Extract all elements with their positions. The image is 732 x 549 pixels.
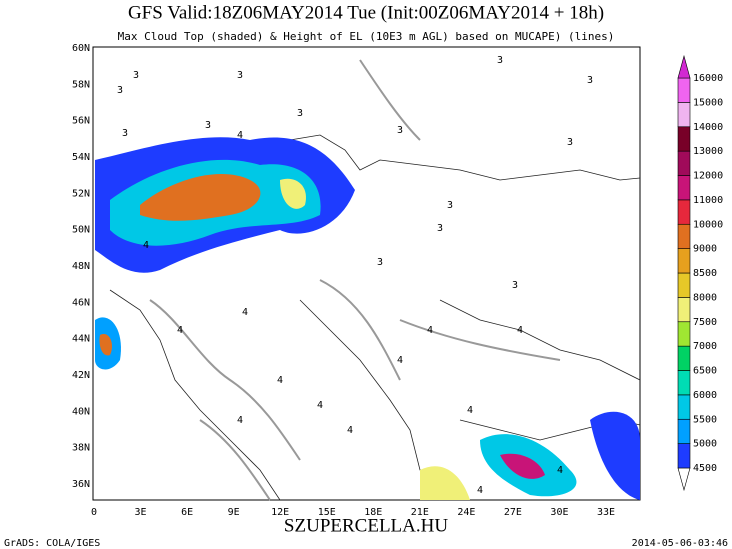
colorbar-box: [677, 102, 691, 128]
lat-label: 52N: [72, 188, 90, 199]
lat-label: 54N: [72, 152, 90, 163]
colorbar-label: 12000: [693, 171, 723, 182]
lon-label: 12E: [271, 507, 289, 518]
contour-label: 4: [237, 415, 243, 426]
contour-label: 4: [237, 130, 243, 141]
colorbar-box: [677, 248, 691, 274]
contour-label: 4: [242, 307, 248, 318]
lat-label: 44N: [72, 334, 90, 345]
colorbar-box: [677, 150, 691, 176]
lon-label: 24E: [457, 507, 475, 518]
contour-label: 4: [317, 400, 323, 411]
contour-label: 4: [477, 485, 483, 496]
contour-label: 3: [122, 128, 128, 139]
lat-label: 46N: [72, 297, 90, 308]
colorbar-label: 9000: [693, 244, 717, 255]
colorbar-label: 4500: [693, 463, 717, 474]
lat-label: 36N: [72, 479, 90, 490]
contour-label: 3: [297, 108, 303, 119]
lon-label: 27E: [504, 507, 522, 518]
contour-label: 4: [517, 325, 523, 336]
colorbar-label: 8000: [693, 292, 717, 303]
map-frame: [92, 46, 641, 501]
colorbar-box: [677, 443, 691, 469]
subtitle: Max Cloud Top (shaded) & Height of EL (1…: [118, 30, 615, 43]
colorbar-box: [677, 321, 691, 347]
colorbar-box: [677, 126, 691, 152]
contour-label: 3: [447, 200, 453, 211]
colorbar-box: [677, 370, 691, 396]
colorbar-label: 15000: [693, 97, 723, 108]
contour-label: 3: [205, 120, 211, 131]
lat-label: 56N: [72, 116, 90, 127]
colorbar-box: [677, 77, 691, 103]
contour-label: 3: [567, 137, 573, 148]
lon-label: 15E: [318, 507, 336, 518]
footer-right: 2014-05-06-03:46: [632, 538, 728, 549]
shading: [95, 137, 640, 500]
lon-label: 33E: [597, 507, 615, 518]
lat-label: 38N: [72, 443, 90, 454]
colorbar-label: 14000: [693, 122, 723, 133]
contour-label: 4: [177, 325, 183, 336]
footer-left: GrADS: COLA/IGES: [4, 538, 100, 549]
lon-label: 21E: [411, 507, 429, 518]
contour-label: 4: [467, 405, 473, 416]
colorbar-label: 5500: [693, 414, 717, 425]
contour-label: 3: [437, 223, 443, 234]
colorbar-label: 6500: [693, 366, 717, 377]
lon-label: 6E: [181, 507, 193, 518]
contour-label: 3: [497, 55, 503, 66]
colorbar-box: [677, 175, 691, 201]
colorbar-label: 7000: [693, 341, 717, 352]
contour-label: 4: [427, 325, 433, 336]
colorbar-box: [677, 223, 691, 249]
colorbar-label: 5000: [693, 439, 717, 450]
contour-label: 4: [347, 425, 353, 436]
lat-label: 60N: [72, 43, 90, 54]
colorbar-label: 7500: [693, 317, 717, 328]
colorbar-box: [677, 297, 691, 323]
contour-label: 3: [377, 257, 383, 268]
contour-label: 3: [117, 85, 123, 96]
lat-label: 48N: [72, 261, 90, 272]
footer-center: SZUPERCELLA.HU: [284, 515, 448, 536]
colorbar-label: 6000: [693, 390, 717, 401]
lat-label: 40N: [72, 406, 90, 417]
colorbar-box: [677, 394, 691, 420]
colorbar-box: [677, 199, 691, 225]
lon-label: 18E: [364, 507, 382, 518]
lon-label: 30E: [550, 507, 568, 518]
contour-label: 4: [277, 375, 283, 386]
colorbar-label: 11000: [693, 195, 723, 206]
contour-label: 3: [512, 280, 518, 291]
contour-label: 3: [587, 75, 593, 86]
colorbar-label: 10000: [693, 219, 723, 230]
colorbar-box: [677, 345, 691, 371]
contour-label: 3: [237, 70, 243, 81]
colorbar-label: 16000: [693, 73, 723, 84]
contour-label: 4: [557, 465, 563, 476]
contour-label: 3: [397, 125, 403, 136]
contour-label: 3: [133, 70, 139, 81]
lon-label: 9E: [228, 507, 240, 518]
lat-label: 58N: [72, 79, 90, 90]
contour-label: 4: [397, 355, 403, 366]
colorbar-end: [677, 467, 691, 492]
lon-label: 0: [91, 507, 97, 518]
colorbar-label: 13000: [693, 146, 723, 157]
colorbar-box: [677, 418, 691, 444]
lat-label: 50N: [72, 225, 90, 236]
title: GFS Valid:18Z06MAY2014 Tue (Init:00Z06MA…: [128, 2, 604, 23]
colorbar-box: [677, 272, 691, 298]
lon-label: 3E: [135, 507, 147, 518]
colorbar-label: 8500: [693, 268, 717, 279]
lat-label: 42N: [72, 370, 90, 381]
contour-label: 4: [143, 240, 149, 251]
colorbar-end: [677, 54, 691, 79]
contours: [149, 59, 561, 501]
